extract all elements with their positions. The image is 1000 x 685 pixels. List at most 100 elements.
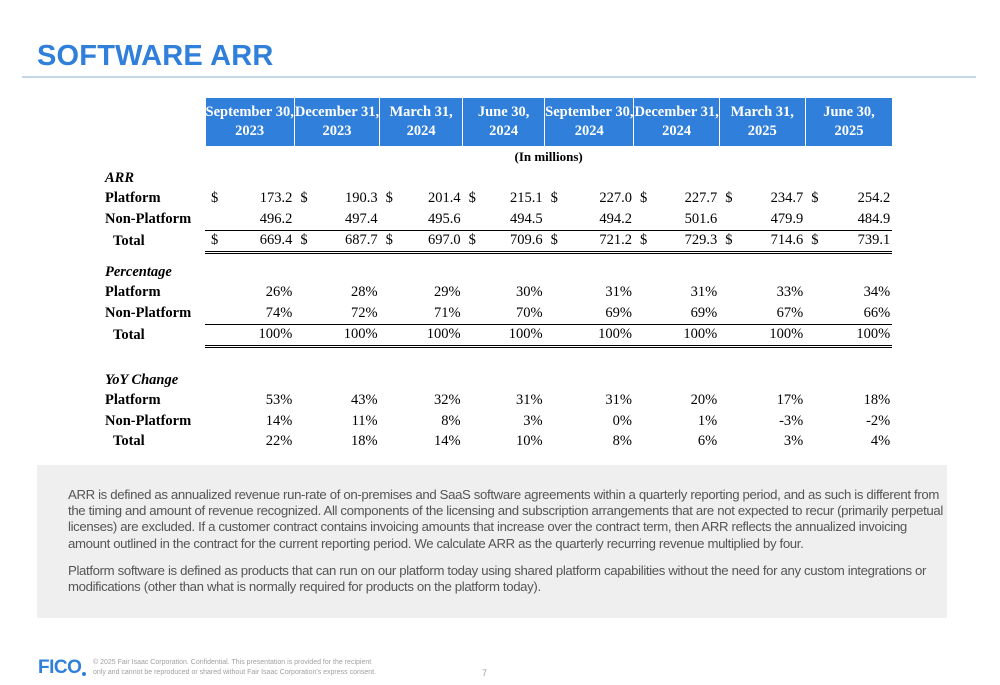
empty-cell [205,262,294,283]
definitions-box [37,465,947,618]
column-header-1: September 30, 2023 [204,98,295,146]
arr-value: 697.0 [428,232,461,249]
value-cell: $739.1 [805,229,893,254]
value-cell: 31% [605,392,632,409]
column-header-date: December 31, [634,104,719,120]
currency-symbol: $ [468,232,476,249]
value-cell: 3% [523,412,543,429]
column-header-4: June 30, 2024 [462,98,545,146]
unit-note: (In millions) [514,149,583,164]
currency-symbol [205,211,211,228]
currency-symbol: $ [639,190,648,207]
value-cell: 501.6 [634,209,719,230]
arr-value: 173.2 [259,190,293,207]
yoy-heading-row: YoY Change [103,370,892,391]
value-wrap: $201.4 [380,190,463,207]
empty-cell [463,262,545,283]
platform-definition-text: Platform software is defined as products… [68,563,927,595]
arr-value: 494.2 [599,210,632,227]
row-label: Total [113,433,145,450]
value-cell: 26% [265,284,293,301]
table-row: Total 100% 100% 100% 100% 100% 100% 100% 100% [103,323,893,348]
row-label: Platform [105,284,161,301]
column-header-date: March 31, [389,104,453,120]
value-cell: 6% [697,433,718,450]
value-cell: 18% [863,392,891,409]
page-number: 7 [482,668,488,678]
column-header-year: 2024 [406,123,436,139]
value-cell: 30% [516,284,543,301]
row-label-empty [103,146,205,168]
spacer-cell [205,253,294,263]
value-cell: $215.1 [463,189,545,210]
value-cell: 100% [379,323,463,348]
column-header-year: 2025 [747,123,777,139]
value-cell: 53% [265,392,293,409]
currency-symbol: $ [811,232,819,249]
value-cell: 71% [434,304,461,321]
column-header-5: September 30, 2024 [544,98,634,146]
value-cell: 22% [265,433,293,450]
arr-value: 501.6 [684,210,718,227]
currency-symbol: $ [811,190,819,207]
arr-value: 669.4 [259,232,293,249]
table-row: Total 22% 18% 14% 10% 8% 6% 3% 4% [103,432,892,453]
spacer-cell [380,253,463,263]
currency-symbol: $ [725,190,733,207]
spacer-cell [463,253,545,263]
value-cell: 100% [544,323,634,348]
spacer-cell [805,347,892,371]
spacer-cell [545,347,634,371]
arr-value: 494.5 [510,210,543,227]
table-row: Non-Platform 74% 72% 71% 70% 69% 69% 67% 66% [103,303,892,324]
unit-note-row: (In millions) [103,146,892,168]
spacer-cell [463,347,545,371]
value-wrap: 501.6 [634,211,719,228]
value-cell: 66% [863,304,891,321]
value-cell: $190.3 [294,189,379,210]
value-cell: 479.9 [719,209,805,230]
value-cell: $234.7 [719,189,805,210]
currency-symbol [545,211,551,228]
value-cell: 100% [294,323,380,348]
arr-value: 739.1 [857,232,891,249]
value-cell: 18% [351,433,378,450]
value-wrap: $669.4 [205,232,294,249]
currency-symbol: $ [639,232,648,249]
currency-symbol: $ [550,232,558,249]
value-cell: 33% [776,284,804,301]
value-cell: 1% [697,412,718,429]
currency-symbol: $ [385,190,393,207]
empty-cell [294,168,379,189]
value-wrap: 496.2 [205,211,294,228]
column-header-year: 2024 [489,123,519,139]
arr-value: 714.6 [770,232,804,249]
empty-cell [463,370,545,391]
empty-cell [805,168,892,189]
value-cell: $227.7 [634,189,719,210]
column-header-date: September 30, [205,104,294,120]
arr-value: 201.4 [428,190,461,207]
spacer-cell [719,347,805,371]
value-wrap: 495.6 [380,211,463,228]
empty-cell [634,168,719,189]
table-row: Platform $173.2 $190.3 $201.4 $215.1 $227.0 $2… [103,189,892,210]
column-header-row: September 30, 2023 December 31, 2023 March 3… [103,98,893,146]
value-cell: 31% [690,284,718,301]
arr-value: 484.9 [857,210,891,227]
arr-value: 496.2 [259,210,293,227]
currency-symbol [463,211,469,228]
empty-cell [294,370,379,391]
value-wrap: $190.3 [294,190,379,207]
title-divider [22,76,976,78]
empty-cell [294,262,379,283]
value-wrap: $173.2 [205,190,294,207]
row-label: Total [113,326,145,343]
value-cell: 74% [265,304,293,321]
arr-value: 497.4 [345,210,378,227]
value-cell: 10% [516,433,543,450]
value-cell: 3% [783,433,804,450]
value-wrap: $227.7 [634,190,719,207]
value-cell: 494.2 [545,209,634,230]
arr-value: 721.2 [599,232,632,249]
